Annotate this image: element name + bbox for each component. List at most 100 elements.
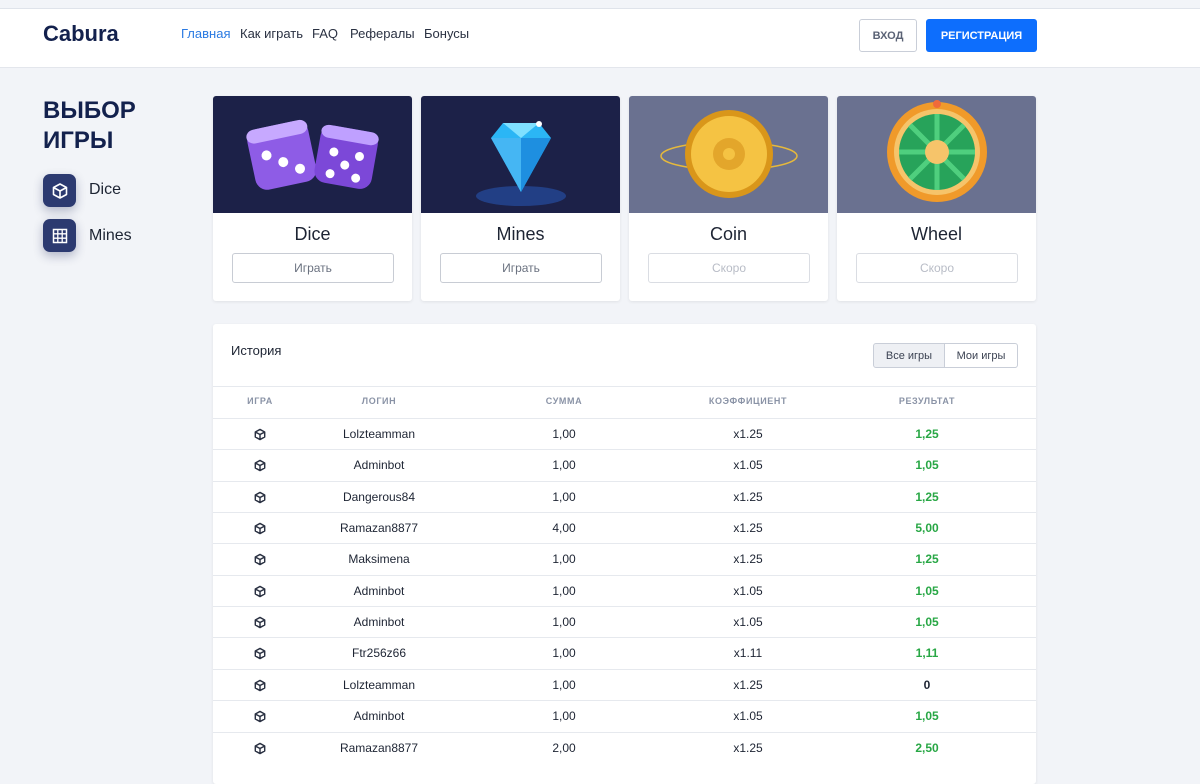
logo[interactable]: Cabura [43,21,119,46]
login: Adminbot [353,709,405,724]
login: Ramazan8877 [339,740,419,755]
coefficient: x1.25 [733,489,763,504]
cube-icon [254,460,266,472]
amount: 1,00 [552,489,576,504]
login: Adminbot [353,458,405,473]
play-button[interactable]: Играть [232,253,394,283]
amount: 1,00 [552,677,576,692]
sidebar-title: ВЫБОР ИГРЫ [43,97,136,154]
column-header: РЕЗУЛЬТАТ [898,396,956,406]
game-card: Wheel Скоро [837,96,1036,301]
game-card: Coin Скоро [629,96,828,301]
wheel-image [837,96,1036,213]
amount: 1,00 [552,615,576,630]
sidebar-game[interactable]: Mines [89,227,132,244]
top-bar: Cabura Главная Как играть FAQ Рефералы Б… [0,8,1200,68]
game-name: Wheel [910,224,963,244]
mines-icon[interactable] [43,219,76,252]
coefficient: x1.11 [733,646,763,661]
coefficient: x1.25 [733,521,763,536]
dice-icon[interactable] [43,174,76,207]
history-row: Lolzteamman 1,00 x1.25 1,25 [213,418,1036,449]
cube-icon [254,585,266,598]
history-row: Adminbot 1,00 x1.05 1,05 [213,606,1036,637]
game-card: Dice Играть [213,96,412,301]
nav-link[interactable]: Бонусы [424,26,470,41]
game-icon [254,450,267,481]
login: Adminbot [353,615,405,630]
coefficient: x1.05 [733,583,763,598]
game-name: Coin [709,224,748,244]
game-icon [254,544,267,575]
cube-icon [254,522,266,535]
cube-icon [254,742,266,754]
login: Ftr256z66 [351,646,407,661]
amount: 2,00 [552,740,576,755]
game-icon [254,513,267,544]
login: Lolzteamman [342,677,416,692]
cube-icon [254,491,266,503]
cube-icon [254,679,266,692]
column-header: ИГРА [247,396,273,406]
login: Adminbot [353,583,405,598]
cube-icon [254,554,266,566]
column-header: ЛОГИН [361,396,397,406]
coin-image [629,96,828,213]
grid-icon [52,228,67,243]
dice-image [213,96,412,213]
soon-button[interactable]: Скоро [648,253,810,283]
nav-link[interactable]: FAQ [312,26,339,41]
history-row: Dangerous84 1,00 x1.25 1,25 [213,480,1036,512]
amount: 1,00 [552,427,576,441]
history-row: Adminbot 1,00 x1.05 1,05 [213,574,1036,606]
mines-image [421,96,620,213]
coefficient: x1.25 [733,552,763,567]
amount: 1,00 [552,552,576,567]
game-icon [254,607,267,638]
history-row: Ramazan8877 4,00 x1.25 5,00 [213,512,1036,543]
column-header: СУММА [545,396,583,406]
result: 1,05 [915,615,939,630]
column-header: КОЭФФИЦИЕНТ [708,396,788,406]
history-title: История [231,343,282,358]
tab[interactable]: Мои игры [944,343,1018,368]
nav-link[interactable]: Как играть [240,26,304,41]
soon-button[interactable]: Скоро [856,253,1018,283]
result: 1,05 [915,458,939,473]
result: 5,00 [915,521,939,536]
register-button[interactable]: РЕГИСТРАЦИЯ [926,19,1037,52]
coefficient: x1.25 [733,740,763,755]
login-button[interactable]: ВХОД [859,19,917,52]
play-button[interactable]: Играть [440,253,602,283]
history-row: Adminbot 1,00 x1.05 1,05 [213,700,1036,731]
nav-link[interactable]: Рефералы [350,26,415,41]
tab-active[interactable]: Все игры [873,343,945,368]
nav-link[interactable]: Главная [181,26,231,41]
game-card: Mines Играть [421,96,620,301]
game-icon [254,638,267,669]
sidebar-game[interactable]: Dice [89,181,122,198]
amount: 1,00 [552,458,576,473]
game-icon [254,670,267,701]
history-row: Ramazan8877 2,00 x1.25 2,50 [213,731,1036,763]
login: Maksimena [348,552,410,567]
result: 1,25 [915,427,939,441]
cube-icon [254,616,266,629]
login: Ramazan8877 [339,521,419,536]
cube-icon [254,648,266,660]
amount: 4,00 [552,521,576,536]
result: 0 [923,677,931,692]
history-row: Lolzteamman 1,00 x1.25 0 [213,668,1036,701]
coefficient: x1.05 [733,458,763,473]
cube-icon [254,428,266,441]
cube-icon [52,182,67,199]
login: Dangerous84 [342,489,416,504]
history-panel: История Все игры Мои игры ИГРА ЛОГИН СУММА… [213,324,1036,784]
result: 1,11 [915,646,939,661]
history-row: Maksimena 1,00 x1.25 1,25 [213,543,1036,574]
amount: 1,00 [552,709,576,724]
result: 1,25 [915,489,939,504]
game-icon [254,419,267,450]
coefficient: x1.25 [733,677,763,692]
